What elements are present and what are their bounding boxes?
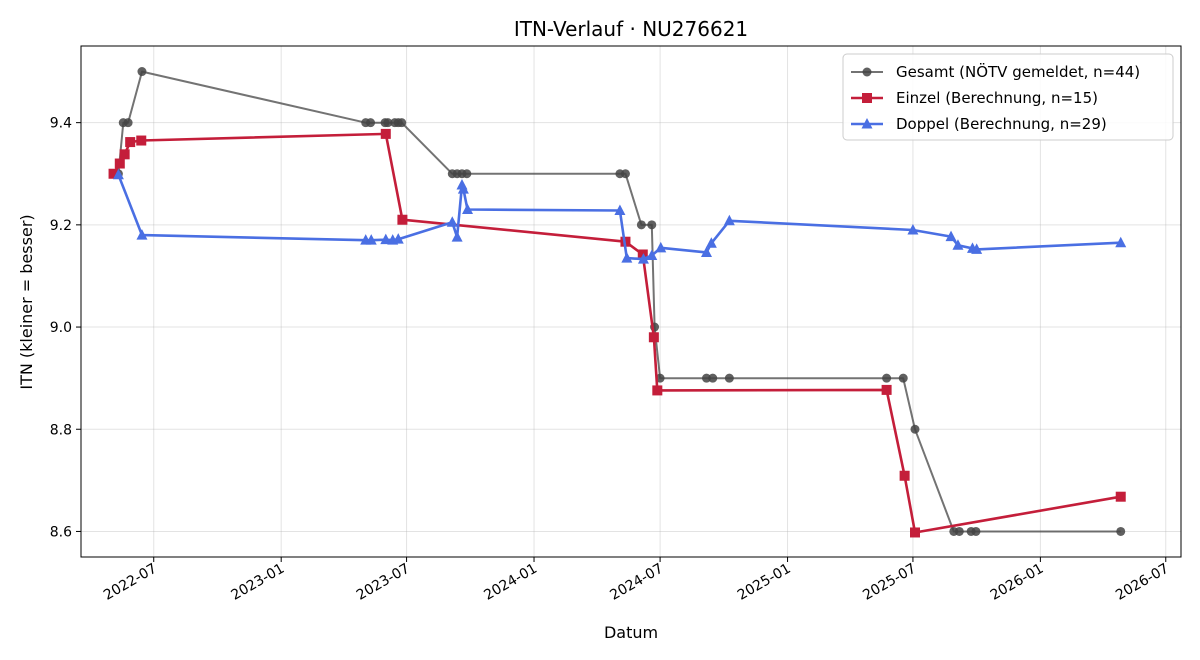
- data-point: [446, 216, 458, 227]
- y-tick-label: 9.0: [50, 320, 72, 336]
- series-3: [112, 168, 1127, 264]
- data-point: [136, 229, 148, 240]
- data-point: [705, 237, 717, 248]
- data-point: [724, 373, 734, 383]
- data-point: [907, 223, 919, 235]
- data-point: [647, 220, 657, 230]
- data-point: [1115, 491, 1126, 502]
- data-point: [457, 183, 469, 194]
- data-point: [952, 239, 964, 250]
- data-point: [655, 241, 667, 253]
- data-point: [137, 67, 147, 77]
- data-point: [971, 526, 981, 536]
- data-point: [910, 424, 920, 434]
- data-point: [723, 214, 735, 226]
- legend: Gesamt (NÖTV gemeldet, n=44) Einzel (Bere…: [842, 53, 1174, 141]
- data-point: [971, 243, 983, 254]
- data-point: [392, 233, 404, 244]
- data-point: [621, 252, 633, 263]
- legend-entry: Einzel (Berechnung, n=15): [851, 89, 1098, 107]
- data-point: [652, 385, 663, 396]
- data-point: [910, 527, 921, 538]
- legend-entry: Doppel (Berechnung, n=29): [851, 115, 1107, 133]
- data-point: [108, 168, 119, 179]
- series-1: [109, 67, 1126, 536]
- legend-box: [842, 53, 1174, 141]
- y-tick-label: 9.2: [50, 218, 72, 234]
- data-point: [462, 203, 474, 215]
- data-point: [701, 246, 713, 257]
- data-point: [636, 220, 646, 230]
- data-point: [380, 128, 391, 139]
- legend-label: Einzel (Berechnung, n=15): [896, 89, 1098, 107]
- data-point: [114, 158, 125, 169]
- data-point: [646, 249, 658, 261]
- data-point: [397, 214, 408, 225]
- data-point: [637, 253, 649, 264]
- y-tick-label: 9.4: [50, 116, 72, 132]
- y-axis-label: ITN (kleiner = besser): [17, 214, 36, 389]
- data-point: [898, 373, 908, 383]
- x-axis-label: Datum: [604, 623, 658, 642]
- data-point: [1116, 526, 1126, 536]
- data-point: [380, 233, 392, 245]
- data-point: [366, 118, 376, 128]
- y-tick-label: 8.8: [50, 422, 72, 438]
- data-point: [123, 118, 133, 128]
- plot-frame: [80, 45, 1182, 558]
- series-layer: [108, 67, 1127, 538]
- data-point: [899, 470, 910, 481]
- legend-marker: [862, 67, 872, 77]
- legend-label: Gesamt (NÖTV gemeldet, n=44): [896, 62, 1140, 81]
- data-point: [125, 137, 136, 148]
- data-point: [708, 373, 718, 383]
- y-tick-label: 8.6: [50, 524, 72, 540]
- legend-marker: [861, 118, 873, 129]
- data-point: [945, 230, 957, 242]
- data-point: [620, 169, 630, 179]
- data-point: [119, 149, 130, 160]
- data-point: [383, 118, 393, 128]
- data-point: [648, 332, 659, 343]
- data-point: [397, 118, 407, 128]
- data-point: [954, 526, 964, 536]
- legend-entry: Gesamt (NÖTV gemeldet, n=44): [851, 62, 1140, 81]
- legend-marker: [862, 93, 872, 103]
- data-point: [702, 373, 712, 383]
- chart-title: ITN-Verlauf · NU276621: [514, 17, 748, 41]
- data-point: [882, 373, 892, 383]
- data-point: [614, 204, 626, 216]
- data-point: [1115, 236, 1127, 248]
- legend-label: Doppel (Berechnung, n=29): [896, 115, 1107, 133]
- data-point: [136, 135, 147, 146]
- y-axis: 8.6 8.8 9.0 9.2 9.4: [50, 116, 81, 540]
- data-point: [462, 169, 472, 179]
- data-point: [881, 384, 892, 395]
- data-point: [451, 231, 463, 242]
- data-point: [112, 168, 124, 180]
- data-point: [365, 234, 377, 245]
